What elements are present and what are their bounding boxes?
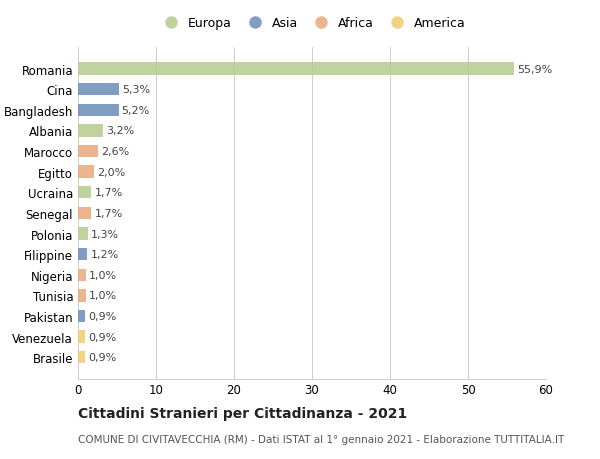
Text: 2,6%: 2,6% xyxy=(101,147,130,157)
Bar xyxy=(78,269,86,281)
Text: 1,3%: 1,3% xyxy=(91,229,119,239)
Text: 2,0%: 2,0% xyxy=(97,167,125,177)
Bar xyxy=(78,331,85,343)
Text: 0,9%: 0,9% xyxy=(88,353,116,363)
Text: 5,3%: 5,3% xyxy=(122,85,151,95)
Bar xyxy=(78,166,94,179)
Bar xyxy=(78,228,88,240)
Bar xyxy=(78,207,91,219)
Bar xyxy=(78,63,514,76)
Bar xyxy=(78,104,119,117)
Text: 1,7%: 1,7% xyxy=(94,208,122,218)
Text: COMUNE DI CIVITAVECCHIA (RM) - Dati ISTAT al 1° gennaio 2021 - Elaborazione TUTT: COMUNE DI CIVITAVECCHIA (RM) - Dati ISTA… xyxy=(78,434,564,444)
Text: 5,2%: 5,2% xyxy=(122,106,150,116)
Text: 1,7%: 1,7% xyxy=(94,188,122,198)
Text: 1,2%: 1,2% xyxy=(91,250,119,260)
Text: 0,9%: 0,9% xyxy=(88,332,116,342)
Legend: Europa, Asia, Africa, America: Europa, Asia, Africa, America xyxy=(155,15,469,33)
Bar xyxy=(78,310,85,323)
Text: 0,9%: 0,9% xyxy=(88,311,116,321)
Text: 1,0%: 1,0% xyxy=(89,291,117,301)
Bar xyxy=(78,187,91,199)
Bar xyxy=(78,248,88,261)
Bar xyxy=(78,351,85,364)
Text: 1,0%: 1,0% xyxy=(89,270,117,280)
Bar xyxy=(78,84,119,96)
Bar xyxy=(78,146,98,158)
Text: 3,2%: 3,2% xyxy=(106,126,134,136)
Bar xyxy=(78,125,103,137)
Text: Cittadini Stranieri per Cittadinanza - 2021: Cittadini Stranieri per Cittadinanza - 2… xyxy=(78,406,407,420)
Bar xyxy=(78,290,86,302)
Text: 55,9%: 55,9% xyxy=(517,64,553,74)
